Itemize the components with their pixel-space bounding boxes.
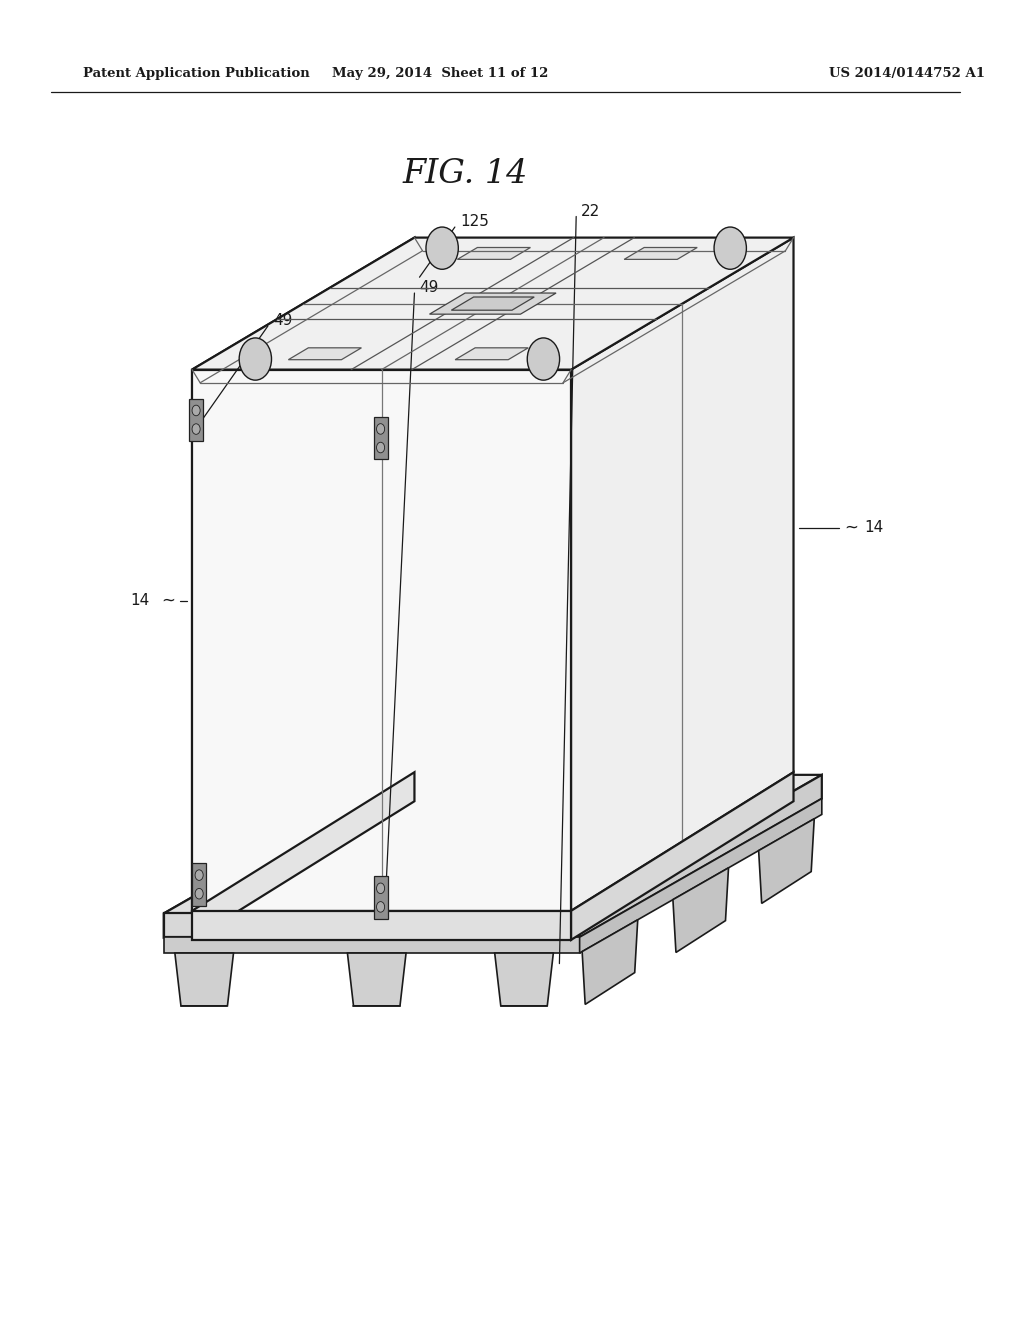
Polygon shape — [164, 937, 580, 953]
Circle shape — [193, 405, 200, 416]
Polygon shape — [580, 775, 822, 937]
Bar — [189, 399, 203, 441]
Circle shape — [196, 888, 203, 899]
Polygon shape — [347, 953, 407, 1006]
Text: 14: 14 — [864, 520, 884, 536]
Circle shape — [714, 227, 746, 269]
Circle shape — [377, 902, 385, 912]
Text: May 29, 2014  Sheet 11 of 12: May 29, 2014 Sheet 11 of 12 — [332, 67, 548, 81]
Polygon shape — [429, 293, 556, 314]
Circle shape — [377, 424, 385, 434]
Text: FIG. 14: FIG. 14 — [402, 158, 527, 190]
Polygon shape — [495, 953, 553, 1006]
Text: Patent Application Publication: Patent Application Publication — [83, 67, 309, 81]
Polygon shape — [580, 799, 822, 953]
Circle shape — [377, 883, 385, 894]
Polygon shape — [175, 953, 233, 1006]
Polygon shape — [673, 867, 728, 953]
Circle shape — [196, 870, 203, 880]
Text: 49: 49 — [273, 313, 292, 329]
Polygon shape — [625, 248, 697, 260]
Polygon shape — [289, 348, 361, 360]
Polygon shape — [193, 370, 571, 911]
Polygon shape — [458, 248, 530, 260]
Text: 125: 125 — [460, 214, 488, 230]
Polygon shape — [759, 818, 814, 903]
Polygon shape — [193, 238, 415, 911]
Polygon shape — [193, 238, 794, 370]
Bar — [193, 863, 206, 906]
Bar — [374, 417, 388, 459]
Text: US 2014/0144752 A1: US 2014/0144752 A1 — [828, 67, 985, 81]
Circle shape — [240, 338, 271, 380]
Polygon shape — [571, 238, 794, 911]
Polygon shape — [164, 775, 822, 913]
Circle shape — [426, 227, 459, 269]
Polygon shape — [571, 772, 794, 940]
Circle shape — [193, 424, 200, 434]
Text: 22: 22 — [582, 203, 600, 219]
Bar — [374, 876, 388, 919]
Text: ~: ~ — [161, 591, 175, 610]
Polygon shape — [452, 297, 535, 310]
Polygon shape — [455, 348, 528, 360]
Polygon shape — [583, 920, 638, 1005]
Polygon shape — [193, 772, 415, 940]
Polygon shape — [193, 911, 571, 940]
Text: ~: ~ — [844, 519, 858, 537]
Text: 14: 14 — [130, 593, 150, 609]
Polygon shape — [164, 913, 580, 937]
Circle shape — [377, 442, 385, 453]
Polygon shape — [164, 775, 406, 937]
Text: 49: 49 — [420, 280, 439, 296]
Circle shape — [527, 338, 559, 380]
